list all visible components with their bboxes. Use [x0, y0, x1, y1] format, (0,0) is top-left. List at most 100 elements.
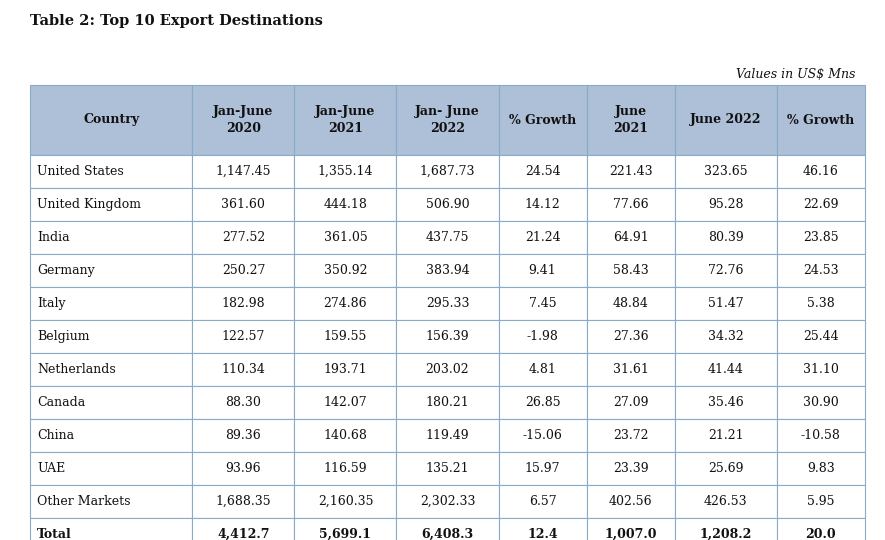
Text: 361.60: 361.60 — [221, 198, 266, 211]
Text: 23.39: 23.39 — [613, 462, 649, 475]
Text: 24.53: 24.53 — [803, 264, 839, 277]
Text: 26.85: 26.85 — [525, 396, 560, 409]
Text: 2,160.35: 2,160.35 — [318, 495, 373, 508]
Text: 64.91: 64.91 — [612, 231, 649, 244]
Text: June
2021: June 2021 — [613, 105, 648, 134]
Text: 402.56: 402.56 — [609, 495, 652, 508]
Text: 15.97: 15.97 — [525, 462, 560, 475]
Text: 159.55: 159.55 — [324, 330, 367, 343]
Text: June 2022: June 2022 — [690, 113, 762, 126]
Text: 350.92: 350.92 — [324, 264, 367, 277]
Text: 4,412.7: 4,412.7 — [217, 528, 270, 540]
Text: Values in US$ Mns: Values in US$ Mns — [735, 68, 855, 81]
Text: 1,688.35: 1,688.35 — [216, 495, 271, 508]
Text: 24.54: 24.54 — [525, 165, 560, 178]
Text: 193.71: 193.71 — [324, 363, 367, 376]
Text: 180.21: 180.21 — [426, 396, 469, 409]
Text: United Kingdom: United Kingdom — [37, 198, 141, 211]
Text: United States: United States — [37, 165, 124, 178]
Text: 506.90: 506.90 — [426, 198, 469, 211]
Text: 9.41: 9.41 — [528, 264, 557, 277]
Text: 58.43: 58.43 — [612, 264, 649, 277]
Text: 46.16: 46.16 — [803, 165, 839, 178]
Text: 88.30: 88.30 — [226, 396, 261, 409]
Text: Total: Total — [37, 528, 72, 540]
Text: 25.44: 25.44 — [803, 330, 839, 343]
Text: 110.34: 110.34 — [221, 363, 266, 376]
Text: 295.33: 295.33 — [426, 297, 469, 310]
Text: 250.27: 250.27 — [222, 264, 266, 277]
Text: 89.36: 89.36 — [226, 429, 261, 442]
Text: 5,699.1: 5,699.1 — [319, 528, 372, 540]
Text: Italy: Italy — [37, 297, 65, 310]
Text: 1,687.73: 1,687.73 — [419, 165, 475, 178]
Text: 30.90: 30.90 — [803, 396, 839, 409]
Text: 274.86: 274.86 — [324, 297, 367, 310]
Text: 14.12: 14.12 — [525, 198, 560, 211]
Text: 41.44: 41.44 — [708, 363, 743, 376]
Text: 140.68: 140.68 — [324, 429, 367, 442]
Text: 156.39: 156.39 — [426, 330, 469, 343]
Text: 277.52: 277.52 — [222, 231, 265, 244]
Text: 444.18: 444.18 — [324, 198, 367, 211]
Text: Jan-June
2020: Jan-June 2020 — [213, 105, 273, 134]
Text: Jan- June
2022: Jan- June 2022 — [415, 105, 480, 134]
Text: 27.36: 27.36 — [613, 330, 649, 343]
Text: 323.65: 323.65 — [704, 165, 748, 178]
Text: 119.49: 119.49 — [426, 429, 469, 442]
Text: 221.43: 221.43 — [609, 165, 652, 178]
Text: Jan-June
2021: Jan-June 2021 — [315, 105, 375, 134]
Text: 77.66: 77.66 — [613, 198, 649, 211]
Text: % Growth: % Growth — [509, 113, 576, 126]
Text: 23.72: 23.72 — [613, 429, 649, 442]
Text: 21.24: 21.24 — [525, 231, 560, 244]
Text: 35.46: 35.46 — [708, 396, 743, 409]
Text: 426.53: 426.53 — [704, 495, 748, 508]
Text: China: China — [37, 429, 74, 442]
Text: 361.05: 361.05 — [324, 231, 367, 244]
Text: Country: Country — [83, 113, 139, 126]
Text: 1,007.0: 1,007.0 — [604, 528, 657, 540]
Text: 135.21: 135.21 — [426, 462, 469, 475]
Text: 9.83: 9.83 — [807, 462, 835, 475]
Text: 5.95: 5.95 — [807, 495, 835, 508]
Text: 22.69: 22.69 — [804, 198, 839, 211]
Text: 20.0: 20.0 — [805, 528, 836, 540]
Text: 2,302.33: 2,302.33 — [419, 495, 475, 508]
Text: Belgium: Belgium — [37, 330, 89, 343]
Text: 1,208.2: 1,208.2 — [700, 528, 752, 540]
Text: 5.38: 5.38 — [807, 297, 835, 310]
Text: 1,147.45: 1,147.45 — [216, 165, 271, 178]
Text: 93.96: 93.96 — [226, 462, 261, 475]
Text: 203.02: 203.02 — [426, 363, 469, 376]
Text: -15.06: -15.06 — [523, 429, 563, 442]
Text: 51.47: 51.47 — [708, 297, 743, 310]
Text: 116.59: 116.59 — [324, 462, 367, 475]
Text: Table 2: Top 10 Export Destinations: Table 2: Top 10 Export Destinations — [30, 14, 323, 28]
Text: 1,355.14: 1,355.14 — [318, 165, 373, 178]
Text: 72.76: 72.76 — [708, 264, 743, 277]
Text: -1.98: -1.98 — [527, 330, 558, 343]
Text: Germany: Germany — [37, 264, 95, 277]
Text: 31.61: 31.61 — [612, 363, 649, 376]
Text: 27.09: 27.09 — [613, 396, 649, 409]
Text: 6,408.3: 6,408.3 — [421, 528, 473, 540]
Text: India: India — [37, 231, 70, 244]
Text: 25.69: 25.69 — [708, 462, 743, 475]
Text: 80.39: 80.39 — [708, 231, 743, 244]
Text: 122.57: 122.57 — [222, 330, 266, 343]
Text: 383.94: 383.94 — [426, 264, 469, 277]
Text: 34.32: 34.32 — [708, 330, 743, 343]
Text: 21.21: 21.21 — [708, 429, 743, 442]
Text: 142.07: 142.07 — [324, 396, 367, 409]
Text: 182.98: 182.98 — [221, 297, 266, 310]
Text: 48.84: 48.84 — [612, 297, 649, 310]
Text: 4.81: 4.81 — [528, 363, 557, 376]
Text: 437.75: 437.75 — [426, 231, 469, 244]
Text: 6.57: 6.57 — [528, 495, 557, 508]
Text: Other Markets: Other Markets — [37, 495, 130, 508]
Text: -10.58: -10.58 — [801, 429, 841, 442]
Text: % Growth: % Growth — [788, 113, 855, 126]
Text: 31.10: 31.10 — [803, 363, 839, 376]
Text: Canada: Canada — [37, 396, 85, 409]
